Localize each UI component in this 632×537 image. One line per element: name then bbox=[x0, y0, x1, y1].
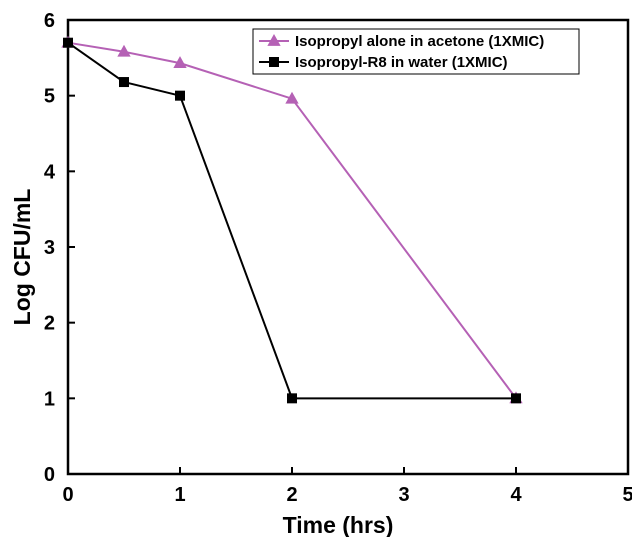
y-tick-label: 1 bbox=[44, 388, 55, 410]
ticks-layer: 0 1 2 3 4 5 0 1 2 3 4 5 6 bbox=[44, 10, 632, 506]
legend-entry-water: Isopropyl-R8 in water (1XMIC) bbox=[259, 54, 508, 71]
x-tick-label: 1 bbox=[174, 484, 185, 506]
y-tick-label: 3 bbox=[44, 237, 55, 259]
legend-label-water: Isopropyl-R8 in water (1XMIC) bbox=[295, 54, 508, 71]
legend-box bbox=[252, 28, 580, 75]
data-point-triangle bbox=[173, 56, 187, 69]
y-tick-label: 2 bbox=[44, 313, 55, 335]
x-tick-label: 0 bbox=[62, 484, 73, 506]
x-tick-label: 4 bbox=[510, 484, 522, 506]
legend-marker-triangle bbox=[267, 34, 281, 46]
x-tick-label: 3 bbox=[398, 484, 409, 506]
series-acetone bbox=[61, 35, 523, 404]
x-tick-label: 5 bbox=[622, 484, 632, 506]
y-tick-label: 4 bbox=[44, 161, 56, 183]
data-point-square bbox=[175, 90, 185, 101]
series-layer bbox=[61, 35, 523, 404]
series-water bbox=[63, 37, 521, 404]
legend-label-acetone: Isopropyl alone in acetone (1XMIC) bbox=[295, 33, 544, 50]
data-point-square bbox=[511, 393, 521, 404]
y-axis-title: Log CFU/mL bbox=[9, 189, 35, 326]
y-tick-label: 6 bbox=[44, 10, 55, 32]
y-tick-label: 0 bbox=[44, 464, 55, 486]
legend-marker-square bbox=[269, 57, 279, 67]
legend-entry-acetone: Isopropyl alone in acetone (1XMIC) bbox=[259, 33, 544, 50]
data-point-square bbox=[287, 393, 297, 404]
data-point-triangle bbox=[117, 44, 131, 57]
x-tick-label: 2 bbox=[286, 484, 297, 506]
data-point-square bbox=[63, 37, 73, 48]
x-axis-title: Time (hrs) bbox=[283, 512, 394, 537]
y-tick-label: 5 bbox=[44, 86, 55, 108]
data-point-square bbox=[119, 77, 129, 88]
data-point-triangle bbox=[285, 91, 299, 104]
legend: Isopropyl alone in acetone (1XMIC) Isopr… bbox=[252, 28, 580, 75]
